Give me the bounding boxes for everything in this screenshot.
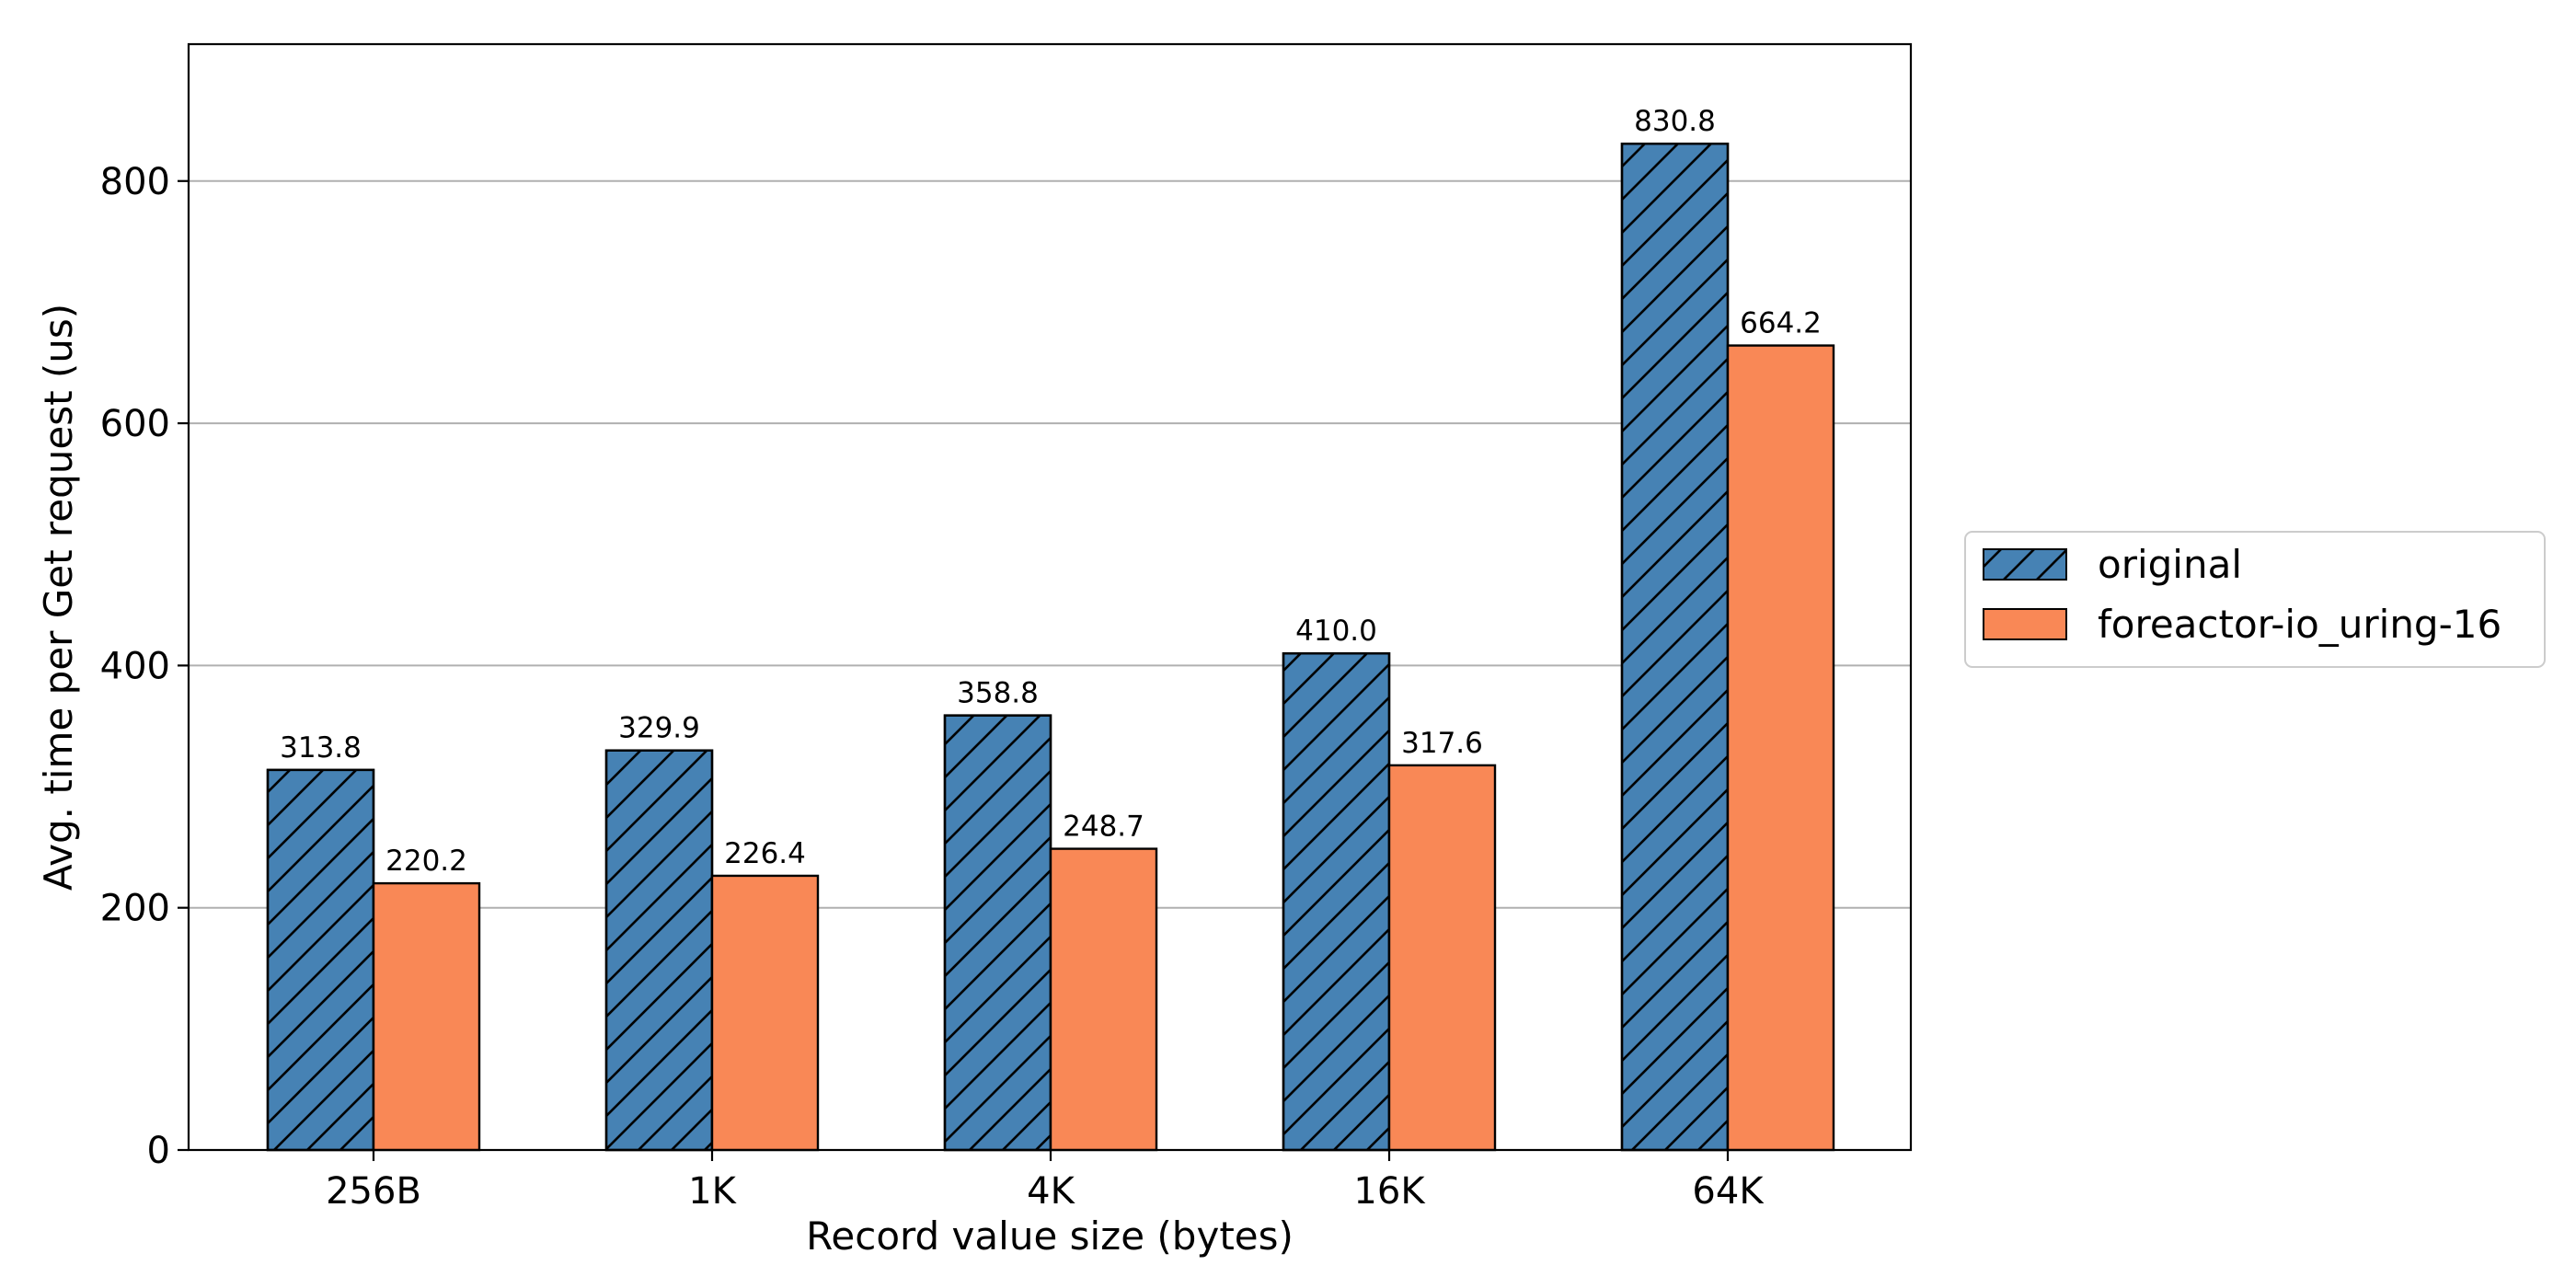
data-label-foreactor-io-uring-16: 248.7 bbox=[1063, 811, 1144, 844]
legend-swatch-foreactor bbox=[1983, 608, 2067, 640]
y-tick-label: 400 bbox=[100, 645, 170, 687]
x-tick-label: 4K bbox=[1027, 1170, 1075, 1213]
data-label-original: 329.9 bbox=[618, 712, 700, 745]
bar-foreactor-io-uring-16 bbox=[710, 874, 820, 1152]
legend-frame bbox=[1964, 531, 2546, 668]
bar-hatch-original bbox=[604, 749, 714, 1152]
x-axis-label: Record value size (bytes) bbox=[806, 1213, 1294, 1259]
data-label-original: 358.8 bbox=[957, 677, 1039, 710]
data-label-foreactor-io-uring-16: 317.6 bbox=[1401, 727, 1483, 760]
data-label-foreactor-io-uring-16: 220.2 bbox=[385, 845, 467, 878]
legend-swatch-original-hatch bbox=[1983, 548, 2067, 581]
x-tick-label: 1K bbox=[688, 1170, 737, 1213]
bar-foreactor-io-uring-16 bbox=[1387, 764, 1497, 1152]
y-tick-label: 600 bbox=[100, 403, 170, 445]
x-tick-label: 16K bbox=[1353, 1170, 1426, 1213]
x-axis: 256B 1K 4K 16K 64K bbox=[326, 1150, 1765, 1213]
data-labels: 313.8 329.9 358.8 410.0 830.8 220.2 226.4 248.7… bbox=[280, 105, 1822, 878]
y-axis: 0 200 400 600 800 bbox=[100, 161, 189, 1172]
bar-hatch-original bbox=[943, 714, 1052, 1152]
bar-hatch-original bbox=[1282, 652, 1391, 1152]
bar-foreactor-io-uring-16 bbox=[1726, 344, 1835, 1152]
bar-foreactor-io-uring-16 bbox=[372, 881, 481, 1152]
y-axis-label: Avg. time per Get request (us) bbox=[36, 304, 81, 891]
data-label-original: 830.8 bbox=[1634, 105, 1716, 138]
data-label-foreactor-io-uring-16: 226.4 bbox=[724, 837, 806, 870]
data-label-foreactor-io-uring-16: 664.2 bbox=[1740, 307, 1822, 340]
y-tick-label: 0 bbox=[147, 1130, 170, 1172]
legend: original foreactor-io_uring-16 bbox=[1964, 531, 2546, 668]
x-tick-label: 256B bbox=[326, 1170, 421, 1213]
legend-label-foreactor: foreactor-io_uring-16 bbox=[2098, 602, 2501, 647]
y-tick-label: 200 bbox=[100, 888, 170, 930]
x-tick-label: 64K bbox=[1692, 1170, 1765, 1213]
bars bbox=[266, 143, 1835, 1152]
data-label-original: 410.0 bbox=[1295, 615, 1377, 648]
bar-hatch-original bbox=[1620, 143, 1730, 1152]
legend-label-original: original bbox=[2098, 542, 2242, 587]
bar-hatch-original bbox=[266, 768, 375, 1152]
data-label-original: 313.8 bbox=[280, 731, 362, 765]
bar-foreactor-io-uring-16 bbox=[1049, 847, 1158, 1152]
y-tick-label: 800 bbox=[100, 161, 170, 203]
